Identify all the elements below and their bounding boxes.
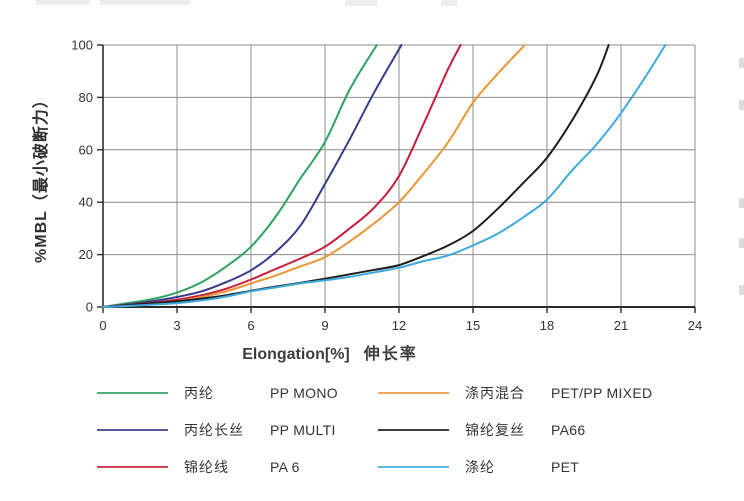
x-axis-title: Elongation[%] 伸长率 (0, 340, 660, 364)
x-tick-label: 18 (540, 318, 554, 333)
legend-label-en: PA66 (551, 421, 586, 438)
x-axis-title-cn: 伸长率 (363, 346, 418, 363)
legend-label-en: PA 6 (270, 458, 300, 475)
legend-label-cn: 锦纶复丝 (465, 421, 525, 438)
curve-pa-6 (102, 44, 462, 308)
cropped-edge-artifact (441, 0, 457, 6)
y-tick-label: 20 (79, 247, 93, 262)
cropped-edge-artifact (739, 198, 744, 208)
y-tick-label: 40 (79, 195, 93, 210)
cropped-edge-artifact (36, 0, 90, 5)
curve-pa66 (102, 44, 610, 308)
curve-pp-multi (102, 44, 403, 308)
y-axis-title: %MBL（最小破断力） (33, 91, 50, 263)
legend-label-en: PP MONO (270, 384, 338, 401)
legend-line-swatch (378, 428, 449, 431)
y-tick-label: 100 (71, 38, 93, 53)
legend-label-cn: 丙纶 (184, 384, 214, 401)
legend-label-cn: 丙纶长丝 (184, 421, 244, 438)
curve-pp-mono (102, 44, 378, 308)
y-tick-label: 80 (79, 90, 93, 105)
x-tick-label: 9 (321, 318, 328, 333)
legend-item-pet-pp-mixed: 涤丙混合 PET/PP MIXED (378, 374, 659, 411)
y-tick-label: 60 (79, 142, 93, 157)
curve-pet (102, 44, 667, 308)
cropped-edge-artifact (739, 100, 744, 110)
x-tick-label: 21 (614, 318, 628, 333)
x-tick-label: 12 (392, 318, 406, 333)
elongation-vs-mbl-line-chart: 0 3 6 9 12 15 18 21 24 0 20 40 60 80 100 (71, 38, 702, 334)
legend-label-en: PP MULTI (270, 421, 336, 438)
legend-item-pa6: 锦纶线 PA 6 (97, 448, 378, 485)
x-tick-label: 24 (688, 318, 702, 333)
cropped-edge-artifact (739, 238, 744, 248)
x-tick-label: 0 (99, 318, 106, 333)
legend-label-en: PET (551, 458, 580, 475)
x-axis-title-en: Elongation[%] (242, 346, 350, 363)
legend-label-cn: 涤纶 (465, 458, 495, 475)
chart-legend: 丙纶 PP MONO 丙纶长丝 PP MULTI 锦纶线 PA 6 涤丙混合 P… (97, 374, 659, 485)
cropped-edge-artifact (100, 0, 190, 5)
legend-label-en: PET/PP MIXED (551, 384, 653, 401)
y-tick-label: 0 (86, 300, 93, 315)
legend-item-pet: 涤纶 PET (378, 448, 659, 485)
cropped-edge-artifact (739, 285, 744, 295)
curve-pet-pp-mixed (102, 44, 526, 308)
cropped-edge-artifact (345, 0, 377, 6)
legend-label-cn: 涤丙混合 (465, 384, 525, 401)
legend-line-swatch (97, 391, 168, 394)
cropped-edge-artifact (739, 58, 744, 68)
x-tick-label: 6 (247, 318, 254, 333)
x-tick-label: 3 (173, 318, 180, 333)
legend-item-pa66: 锦纶复丝 PA66 (378, 411, 659, 448)
legend-line-swatch (378, 391, 449, 394)
legend-label-cn: 锦纶线 (184, 458, 229, 475)
legend-item-pp-multi: 丙纶长丝 PP MULTI (97, 411, 378, 448)
x-tick-label: 15 (466, 318, 480, 333)
legend-line-swatch (97, 428, 168, 431)
legend-line-swatch (378, 465, 449, 468)
legend-line-swatch (97, 465, 168, 468)
legend-item-pp-mono: 丙纶 PP MONO (97, 374, 378, 411)
